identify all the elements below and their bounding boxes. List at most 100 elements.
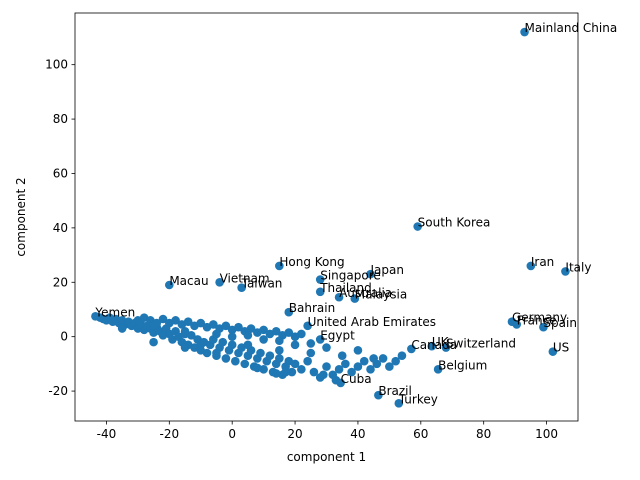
data-point (212, 348, 221, 358)
data-point (149, 321, 158, 331)
point-label: Bahrain (289, 301, 335, 315)
data-point (341, 359, 350, 369)
y-axis-ticks: -20 0 20 40 60 80 100 (45, 58, 75, 398)
data-point (539, 322, 548, 332)
data-point (526, 261, 536, 271)
data-point (196, 340, 206, 350)
data-point (243, 340, 253, 350)
y-tick-label: -20 (48, 384, 68, 398)
data-point (334, 365, 344, 374)
data-point (183, 317, 193, 327)
x-tick-label: -40 (97, 427, 117, 441)
data-point (281, 367, 290, 377)
point-label: France (517, 313, 557, 327)
point-label: Japan (370, 263, 404, 277)
point-label: Canada (411, 338, 457, 352)
data-point (275, 261, 284, 271)
data-point (237, 283, 246, 293)
data-point (218, 337, 228, 347)
data-point (227, 340, 237, 350)
data-point (441, 343, 451, 352)
data-point (347, 367, 356, 377)
data-point (284, 307, 294, 317)
x-tick-label: 80 (476, 427, 491, 441)
point-label: Iran (531, 255, 554, 269)
point-label: Yemen (94, 305, 135, 319)
point-label: Spain (543, 316, 577, 330)
data-point (306, 339, 316, 348)
data-point (187, 331, 196, 340)
data-point (520, 27, 529, 37)
data-point (359, 356, 369, 366)
data-point (315, 287, 325, 297)
data-point (275, 336, 284, 346)
data-point (271, 326, 281, 336)
plot-frame (74, 12, 579, 422)
data-point (337, 351, 347, 361)
point-label: Mainland China (525, 21, 618, 35)
data-point (209, 320, 218, 329)
point-label: UK (432, 335, 450, 349)
data-point (171, 316, 180, 325)
data-point (275, 354, 284, 363)
data-point (287, 367, 297, 377)
data-point (366, 365, 375, 374)
data-point (253, 363, 262, 373)
data-point (240, 359, 250, 369)
data-point (322, 343, 331, 352)
point-label: Cuba (341, 372, 372, 386)
y-tick-label: 20 (53, 275, 68, 289)
point-label: Egypt (320, 328, 355, 342)
data-point (391, 356, 400, 366)
point-labels-layer: Mainland China South Korea Iran Italy Japan H… (94, 21, 617, 406)
data-point (246, 324, 256, 333)
data-point (334, 292, 344, 302)
point-label: Singapore (320, 269, 381, 283)
data-point (212, 329, 221, 339)
data-point (366, 269, 375, 279)
data-point (202, 348, 212, 358)
y-tick-label: 60 (53, 166, 68, 180)
data-point (284, 328, 294, 337)
data-point (158, 314, 168, 324)
x-axis-ticks: -40 -20 0 20 40 60 80 100 (97, 421, 558, 441)
data-point (309, 367, 319, 377)
data-point (407, 344, 416, 354)
x-tick-label: 20 (287, 427, 302, 441)
data-point (353, 345, 363, 355)
data-point (256, 348, 265, 358)
data-point (322, 362, 331, 371)
x-tick-label: 60 (413, 427, 428, 441)
point-label: Switzerland (446, 337, 516, 351)
data-point (196, 318, 206, 328)
point-label: Vietnam (220, 271, 270, 285)
data-point (227, 332, 237, 341)
data-point (165, 280, 174, 290)
x-tick-label: 0 (228, 427, 236, 441)
data-point (243, 331, 253, 340)
data-point (315, 275, 325, 284)
data-point (512, 320, 521, 329)
x-tick-label: -20 (160, 427, 180, 441)
point-label: Malaysia (355, 288, 407, 302)
x-tick-label: 100 (535, 427, 558, 441)
data-point (91, 311, 100, 321)
data-point (234, 322, 243, 332)
point-label: Brazil (378, 384, 412, 398)
point-label: South Korea (418, 216, 491, 230)
y-tick-label: 40 (53, 221, 68, 235)
data-point (548, 347, 558, 356)
data-point (306, 348, 316, 358)
data-point (413, 222, 422, 231)
data-point (315, 335, 325, 344)
data-point (290, 359, 300, 369)
data-point (378, 354, 388, 363)
data-point (275, 345, 284, 355)
data-point (303, 356, 312, 366)
plot-area (75, 13, 578, 421)
data-point (259, 335, 268, 344)
data-point (350, 294, 360, 303)
y-tick-label: 100 (45, 58, 68, 72)
point-label: US (553, 341, 569, 355)
